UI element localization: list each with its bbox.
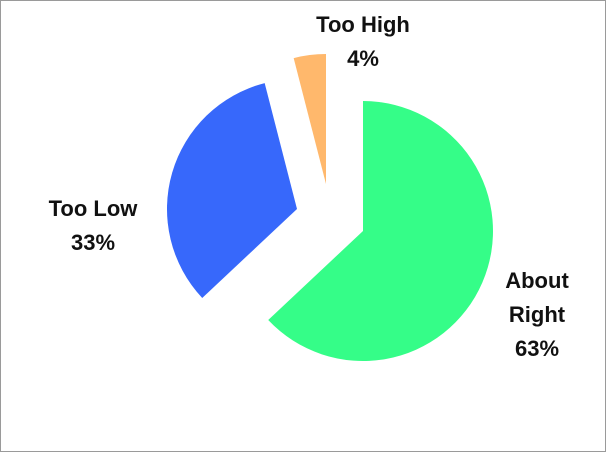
slice-label-about-right: About Right 63% bbox=[505, 268, 569, 361]
slice-name-about-right: About bbox=[505, 268, 569, 293]
slice-percent-too-high: 4% bbox=[347, 46, 379, 71]
pie-slice-too-high bbox=[293, 54, 326, 184]
slice-label-too-high: Too High 4% bbox=[316, 12, 410, 71]
slice-label-too-low: Too Low 33% bbox=[49, 196, 139, 255]
pie-slice-too-low bbox=[166, 83, 297, 298]
slice-percent-too-low: 33% bbox=[71, 230, 115, 255]
slice-percent-about-right: 63% bbox=[515, 336, 559, 361]
slice-name-about-right: Right bbox=[509, 302, 566, 327]
pie-slice-about-right bbox=[268, 101, 493, 362]
slice-name-too-high: Too High bbox=[316, 12, 410, 37]
slice-name-too-low: Too Low bbox=[49, 196, 139, 221]
